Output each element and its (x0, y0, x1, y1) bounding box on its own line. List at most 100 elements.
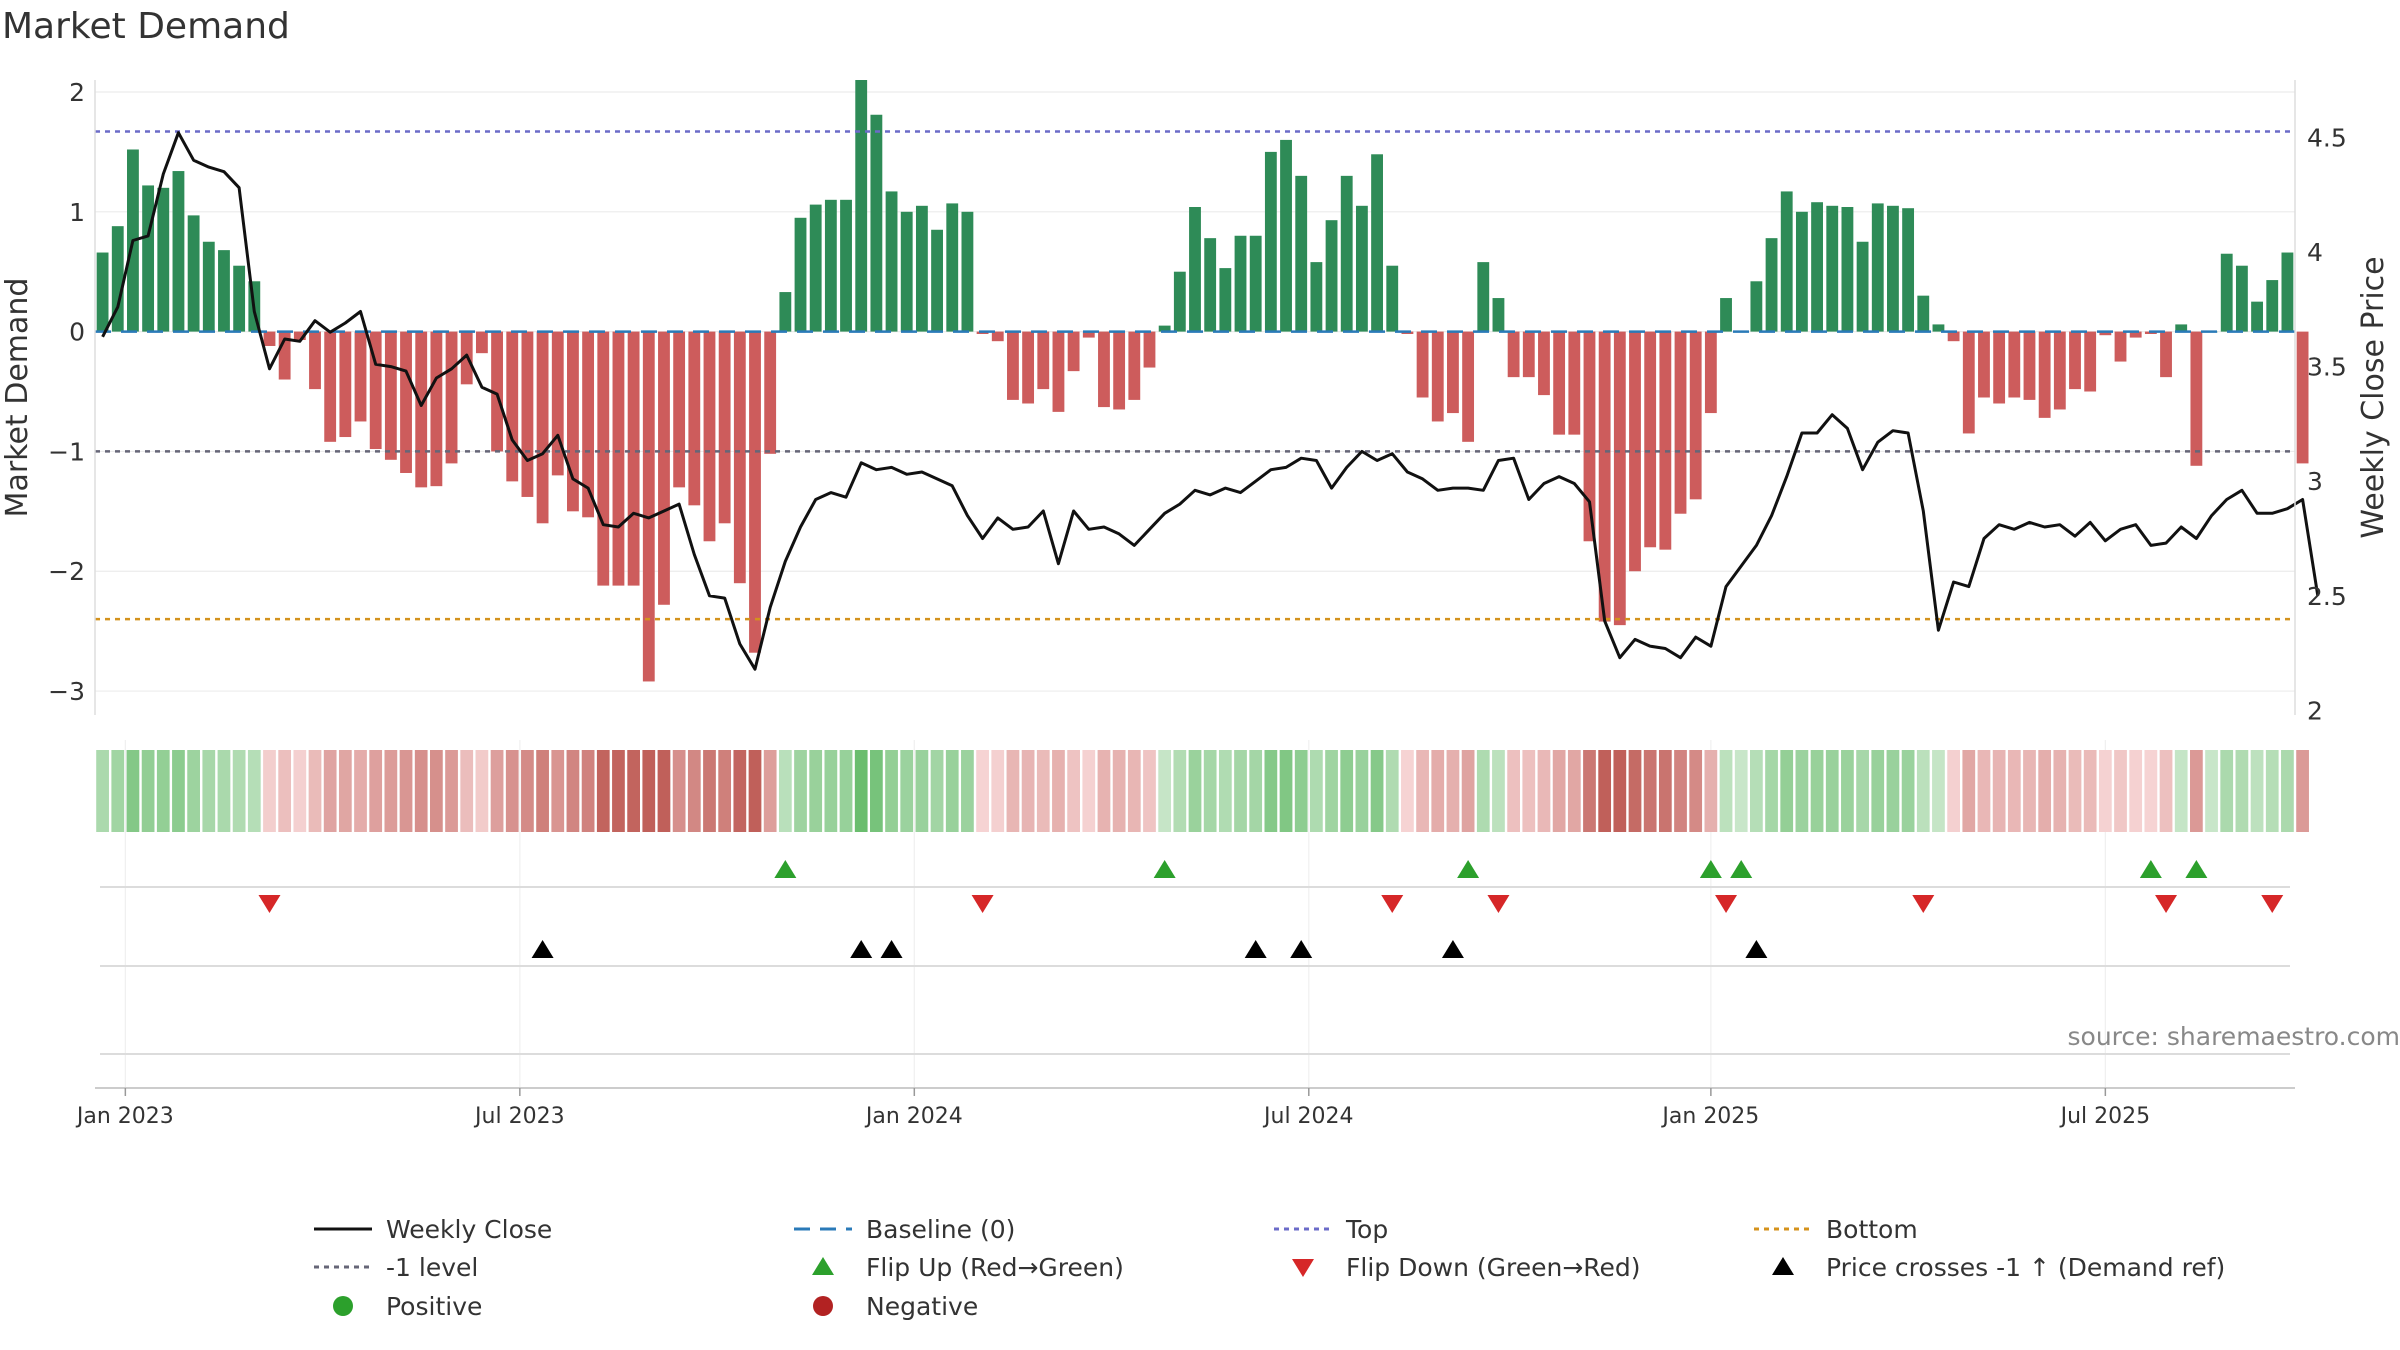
heat-cell (2281, 750, 2294, 832)
legend-label: Negative (866, 1291, 979, 1321)
flip-up-marker (1699, 860, 1722, 878)
heat-cell (430, 750, 443, 832)
demand-bar (2251, 301, 2263, 332)
legend-label: Bottom (1826, 1214, 1918, 1244)
heat-cell (1446, 750, 1460, 832)
demand-bar (354, 331, 367, 422)
heat-cell (2007, 750, 2021, 832)
heat-cell (1158, 750, 1172, 832)
heat-cell (748, 750, 762, 832)
demand-bar (1902, 208, 1915, 332)
y2-axis-label: Weekly Close Price (2356, 256, 2391, 538)
heat-cell (1750, 750, 1763, 832)
demand-bar (1689, 331, 1702, 500)
flip_down-legend-icon (1260, 1248, 1332, 1286)
flip-down-marker (1715, 895, 1738, 913)
demand-bar (384, 331, 397, 460)
legend-item-positive: Positive (300, 1287, 482, 1325)
demand-bar (1189, 207, 1201, 332)
x-tick-label: Jul 2023 (473, 1104, 565, 1129)
demand-bar (733, 331, 746, 584)
heat-cell (202, 750, 216, 832)
demand-bars (96, 80, 2309, 682)
heat-cell (1279, 750, 1293, 832)
demand-bar (1962, 331, 1975, 434)
demand-bar (2160, 331, 2172, 378)
heat-cell (1203, 750, 1217, 832)
demand-bar (339, 331, 352, 438)
heat-cell (1886, 750, 1900, 832)
heat-cell (642, 750, 656, 832)
heat-cell (1567, 750, 1581, 832)
demand-bar (1204, 238, 1217, 332)
y-tick-label: −3 (48, 677, 85, 706)
heat-cell (2159, 750, 2173, 832)
demand-bar (293, 331, 306, 340)
heat-cell (156, 750, 170, 832)
demand-bar (1355, 205, 1368, 332)
y2-tick-label: 3.5 (2307, 353, 2347, 382)
heat-cell (1476, 750, 1490, 832)
demand-bar (369, 331, 382, 450)
heat-cell (809, 750, 823, 832)
heat-cell (2250, 750, 2264, 832)
demand-bar (915, 205, 928, 332)
source-note: source: sharemaestro.com (2067, 1022, 2400, 1051)
demand-bar (1295, 175, 1308, 332)
demand-bar (1720, 298, 1732, 332)
negative-legend-icon (780, 1287, 852, 1325)
heat-cell (581, 750, 595, 832)
demand-bar (2069, 331, 2081, 390)
demand-bar (2129, 331, 2142, 338)
heat-cell (824, 750, 838, 832)
demand-bar (1098, 331, 1110, 408)
flip-down-marker (258, 895, 281, 913)
heat-cell (1795, 750, 1809, 832)
demand-bar (263, 331, 276, 346)
heat-cell (96, 750, 109, 832)
heat-cell (2068, 750, 2082, 832)
y2-tick-label: 4 (2307, 238, 2323, 267)
heat-cell (278, 750, 292, 832)
demand-bar (809, 204, 822, 332)
demand-bar (1765, 238, 1778, 332)
heat-cell (2144, 750, 2158, 832)
heat-cell (1218, 750, 1232, 832)
demand-bar (2281, 252, 2294, 332)
heat-cell (1006, 750, 1020, 832)
heat-cell (1310, 750, 1323, 832)
demand-bar (749, 331, 761, 653)
heat-cell (1643, 750, 1657, 832)
cross-marker (1441, 940, 1464, 958)
demand-bar (900, 211, 913, 332)
heat-cell (460, 750, 474, 832)
demand-bar (1993, 331, 2006, 404)
demand-bar (582, 331, 595, 518)
demand-bar (642, 331, 655, 682)
heat-cell (1856, 750, 1869, 832)
demand-bar (764, 331, 777, 454)
heat-cell (536, 750, 549, 832)
heat-cell (1507, 750, 1520, 832)
cross-marker (1244, 940, 1267, 958)
legend: Weekly Close Baseline (0) Top Bottom -1 leve… (300, 1210, 2300, 1330)
heat-cell (2053, 750, 2067, 832)
heat-cell (141, 750, 155, 832)
demand-bar (1932, 324, 1945, 332)
heat-cell (2190, 750, 2203, 832)
event-markers (100, 860, 2290, 1055)
y-tick-label: −2 (48, 557, 85, 586)
heat-cell (384, 750, 398, 832)
heat-cell (976, 750, 989, 832)
heat-cell (2235, 750, 2249, 832)
demand-bar (324, 331, 337, 442)
legend-item-minus1: -1 level (300, 1248, 478, 1286)
demand-bar (1128, 331, 1141, 400)
demand-bar (2114, 331, 2127, 362)
demand-bar (521, 331, 534, 497)
demand-bar (506, 331, 519, 482)
heat-cell (354, 750, 367, 832)
y2-tick-label: 4.5 (2307, 123, 2347, 152)
heat-cell (1401, 750, 1414, 832)
chart-title: Market Demand (2, 6, 290, 47)
